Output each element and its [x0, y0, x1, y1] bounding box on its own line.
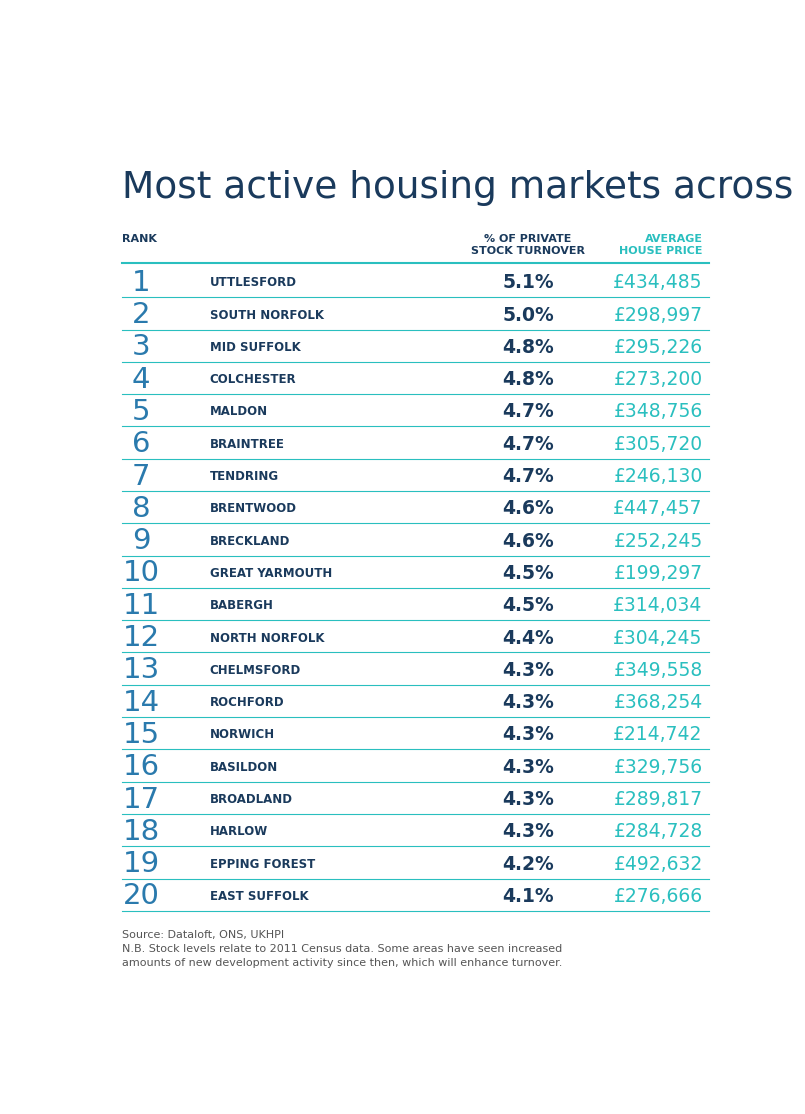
Text: 3: 3: [132, 333, 151, 361]
Text: 4.1%: 4.1%: [502, 887, 554, 906]
Text: £329,756: £329,756: [613, 758, 703, 776]
Text: 4.3%: 4.3%: [502, 725, 554, 744]
Text: BRAINTREE: BRAINTREE: [210, 438, 285, 451]
Text: 4.5%: 4.5%: [502, 596, 554, 615]
Text: 4.3%: 4.3%: [502, 693, 554, 712]
Text: £298,997: £298,997: [613, 305, 703, 324]
Text: 7: 7: [132, 462, 151, 490]
Text: % OF PRIVATE
STOCK TURNOVER: % OF PRIVATE STOCK TURNOVER: [471, 234, 585, 256]
Text: Source: Dataloft, ONS, UKHPI
N.B. Stock levels relate to 2011 Census data. Some : Source: Dataloft, ONS, UKHPI N.B. Stock …: [122, 930, 563, 968]
Text: NORTH NORFOLK: NORTH NORFOLK: [210, 632, 324, 645]
Text: UTTLESFORD: UTTLESFORD: [210, 276, 297, 290]
Text: £199,297: £199,297: [613, 564, 703, 583]
Text: 14: 14: [122, 688, 159, 716]
Text: £349,558: £349,558: [613, 661, 703, 680]
Text: £434,485: £434,485: [613, 273, 703, 292]
Text: 4.7%: 4.7%: [502, 402, 554, 421]
Text: BRENTWOOD: BRENTWOOD: [210, 502, 297, 516]
Text: 4.6%: 4.6%: [502, 499, 554, 518]
Text: £246,130: £246,130: [613, 467, 703, 486]
Text: 4.2%: 4.2%: [502, 854, 554, 873]
Text: BABERGH: BABERGH: [210, 599, 274, 613]
Text: NORWICH: NORWICH: [210, 729, 275, 742]
Text: GREAT YARMOUTH: GREAT YARMOUTH: [210, 567, 332, 580]
Text: 1: 1: [132, 268, 151, 296]
Text: SOUTH NORFOLK: SOUTH NORFOLK: [210, 309, 324, 322]
Text: HARLOW: HARLOW: [210, 825, 268, 839]
Text: 4.6%: 4.6%: [502, 531, 554, 550]
Text: 9: 9: [132, 527, 151, 555]
Text: BRECKLAND: BRECKLAND: [210, 535, 290, 548]
Text: 15: 15: [122, 721, 159, 749]
Text: RANK: RANK: [122, 234, 157, 244]
Text: 5.0%: 5.0%: [502, 305, 554, 324]
Text: £492,632: £492,632: [613, 854, 703, 873]
Text: £304,245: £304,245: [613, 628, 703, 647]
Text: EAST SUFFOLK: EAST SUFFOLK: [210, 890, 308, 902]
Text: 4.3%: 4.3%: [502, 758, 554, 776]
Text: 19: 19: [122, 850, 159, 878]
Text: EPPING FOREST: EPPING FOREST: [210, 858, 315, 871]
Text: MALDON: MALDON: [210, 405, 268, 419]
Text: £348,756: £348,756: [613, 402, 703, 421]
Text: 17: 17: [122, 785, 159, 813]
Text: 16: 16: [122, 753, 159, 781]
Text: 4.8%: 4.8%: [502, 338, 554, 356]
Text: 4.8%: 4.8%: [502, 370, 554, 389]
Text: £252,245: £252,245: [613, 531, 703, 550]
Text: £273,200: £273,200: [613, 370, 703, 389]
Text: £284,728: £284,728: [613, 822, 703, 841]
Text: 4.7%: 4.7%: [502, 434, 554, 453]
Text: £276,666: £276,666: [613, 887, 703, 906]
Text: 4.3%: 4.3%: [502, 661, 554, 680]
Text: 12: 12: [122, 624, 159, 652]
Text: £214,742: £214,742: [613, 725, 703, 744]
Text: 18: 18: [122, 818, 160, 846]
Text: 4.4%: 4.4%: [502, 628, 554, 647]
Text: 4.3%: 4.3%: [502, 822, 554, 841]
Text: 4.3%: 4.3%: [502, 790, 554, 809]
Text: £314,034: £314,034: [613, 596, 703, 615]
Text: £368,254: £368,254: [613, 693, 703, 712]
Text: BASILDON: BASILDON: [210, 761, 278, 774]
Text: £305,720: £305,720: [613, 434, 703, 453]
Text: £295,226: £295,226: [613, 338, 703, 356]
Text: Most active housing markets across the region: Most active housing markets across the r…: [122, 169, 805, 206]
Text: 10: 10: [122, 559, 159, 587]
Text: 4: 4: [132, 365, 151, 393]
Text: 4.7%: 4.7%: [502, 467, 554, 486]
Text: 20: 20: [122, 882, 159, 910]
Text: 5.1%: 5.1%: [502, 273, 554, 292]
Text: 2: 2: [132, 301, 151, 329]
Text: 4.5%: 4.5%: [502, 564, 554, 583]
Text: ROCHFORD: ROCHFORD: [210, 696, 284, 710]
Text: £447,457: £447,457: [613, 499, 703, 518]
Text: 6: 6: [132, 430, 151, 458]
Text: 11: 11: [122, 592, 160, 619]
Text: 13: 13: [122, 656, 160, 684]
Text: TENDRING: TENDRING: [210, 470, 279, 483]
Text: BROADLAND: BROADLAND: [210, 793, 293, 807]
Text: 8: 8: [132, 495, 151, 522]
Text: MID SUFFOLK: MID SUFFOLK: [210, 341, 300, 354]
Text: £289,817: £289,817: [613, 790, 703, 809]
Text: CHELMSFORD: CHELMSFORD: [210, 664, 301, 677]
Text: 5: 5: [132, 398, 151, 426]
Text: COLCHESTER: COLCHESTER: [210, 373, 296, 387]
Text: AVERAGE
HOUSE PRICE: AVERAGE HOUSE PRICE: [619, 234, 703, 256]
